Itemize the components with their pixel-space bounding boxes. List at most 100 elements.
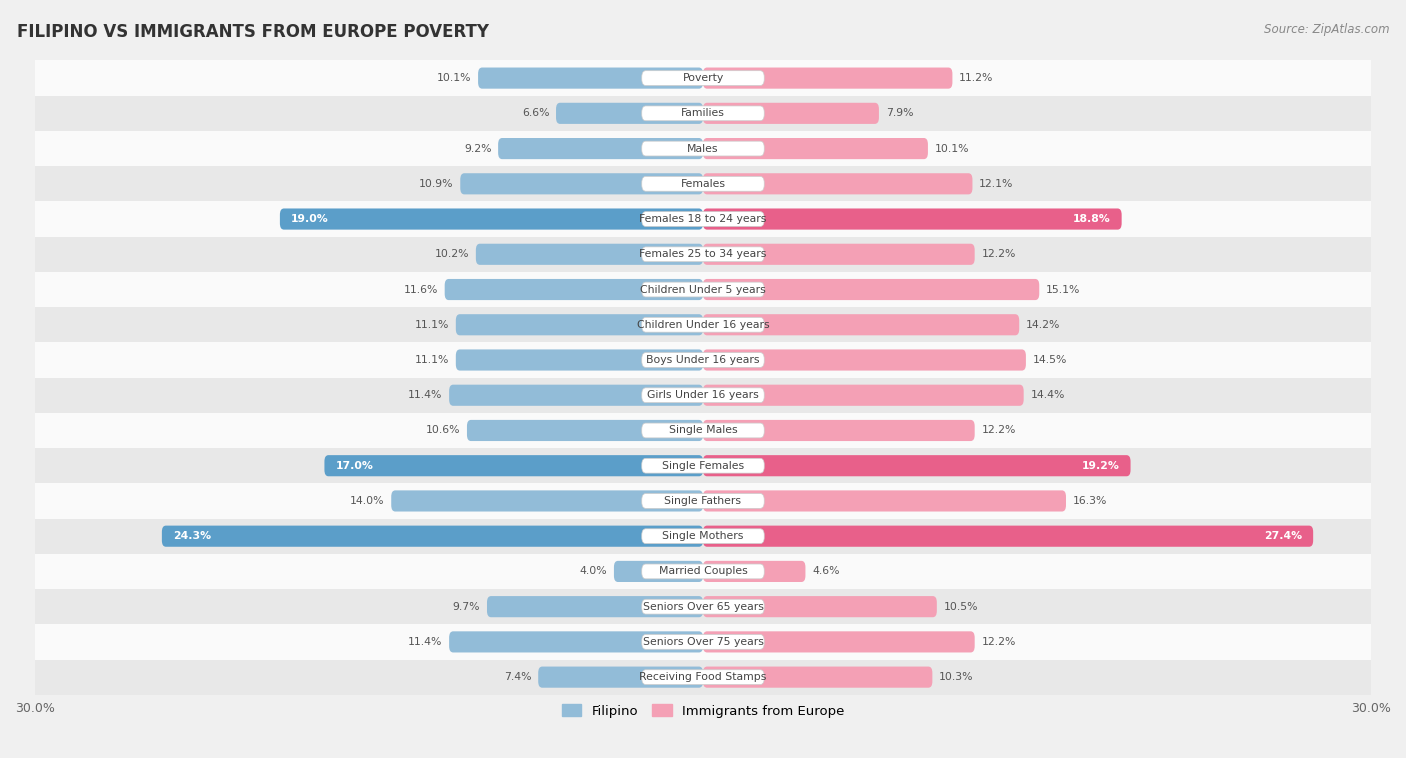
Text: 4.0%: 4.0% <box>579 566 607 576</box>
Text: 7.9%: 7.9% <box>886 108 912 118</box>
Text: 10.6%: 10.6% <box>426 425 460 436</box>
FancyBboxPatch shape <box>486 596 703 617</box>
Text: Children Under 5 years: Children Under 5 years <box>640 284 766 295</box>
FancyBboxPatch shape <box>703 244 974 265</box>
Bar <box>35 96 1371 131</box>
FancyBboxPatch shape <box>449 631 703 653</box>
Text: Children Under 16 years: Children Under 16 years <box>637 320 769 330</box>
Text: 27.4%: 27.4% <box>1264 531 1302 541</box>
FancyBboxPatch shape <box>703 596 936 617</box>
Text: Single Females: Single Females <box>662 461 744 471</box>
FancyBboxPatch shape <box>703 314 1019 335</box>
Text: Source: ZipAtlas.com: Source: ZipAtlas.com <box>1264 23 1389 36</box>
FancyBboxPatch shape <box>641 352 765 368</box>
FancyBboxPatch shape <box>467 420 703 441</box>
FancyBboxPatch shape <box>280 208 703 230</box>
Text: 11.4%: 11.4% <box>408 390 443 400</box>
Text: 10.2%: 10.2% <box>434 249 470 259</box>
FancyBboxPatch shape <box>641 459 765 473</box>
FancyBboxPatch shape <box>641 388 765 402</box>
Bar <box>35 202 1371 236</box>
Text: 12.2%: 12.2% <box>981 637 1015 647</box>
Bar <box>35 343 1371 377</box>
FancyBboxPatch shape <box>641 423 765 438</box>
Text: 11.6%: 11.6% <box>404 284 439 295</box>
FancyBboxPatch shape <box>703 420 974 441</box>
Text: 10.9%: 10.9% <box>419 179 454 189</box>
Text: Poverty: Poverty <box>682 73 724 83</box>
FancyBboxPatch shape <box>703 455 1130 476</box>
Text: 7.4%: 7.4% <box>503 672 531 682</box>
Text: 14.0%: 14.0% <box>350 496 385 506</box>
Text: Married Couples: Married Couples <box>658 566 748 576</box>
FancyBboxPatch shape <box>498 138 703 159</box>
FancyBboxPatch shape <box>444 279 703 300</box>
Text: Single Mothers: Single Mothers <box>662 531 744 541</box>
FancyBboxPatch shape <box>703 631 974 653</box>
Text: Females 18 to 24 years: Females 18 to 24 years <box>640 214 766 224</box>
FancyBboxPatch shape <box>460 174 703 194</box>
FancyBboxPatch shape <box>555 103 703 124</box>
FancyBboxPatch shape <box>703 103 879 124</box>
Bar <box>35 484 1371 518</box>
Bar <box>35 131 1371 166</box>
Text: Females 25 to 34 years: Females 25 to 34 years <box>640 249 766 259</box>
Text: 24.3%: 24.3% <box>173 531 211 541</box>
FancyBboxPatch shape <box>641 106 765 121</box>
Text: 19.2%: 19.2% <box>1081 461 1119 471</box>
Text: 10.5%: 10.5% <box>943 602 979 612</box>
Bar <box>35 307 1371 343</box>
Text: Families: Families <box>681 108 725 118</box>
Bar <box>35 61 1371 96</box>
FancyBboxPatch shape <box>641 211 765 227</box>
FancyBboxPatch shape <box>641 529 765 543</box>
FancyBboxPatch shape <box>538 666 703 688</box>
FancyBboxPatch shape <box>703 279 1039 300</box>
FancyBboxPatch shape <box>641 282 765 297</box>
Text: 12.2%: 12.2% <box>981 249 1015 259</box>
Text: Girls Under 16 years: Girls Under 16 years <box>647 390 759 400</box>
Text: Single Fathers: Single Fathers <box>665 496 741 506</box>
FancyBboxPatch shape <box>641 70 765 86</box>
FancyBboxPatch shape <box>456 314 703 335</box>
FancyBboxPatch shape <box>641 670 765 684</box>
Text: 12.1%: 12.1% <box>979 179 1014 189</box>
FancyBboxPatch shape <box>703 67 952 89</box>
FancyBboxPatch shape <box>641 634 765 650</box>
Text: 9.2%: 9.2% <box>464 143 492 154</box>
Text: 11.2%: 11.2% <box>959 73 994 83</box>
Text: 15.1%: 15.1% <box>1046 284 1080 295</box>
Text: 14.2%: 14.2% <box>1026 320 1060 330</box>
FancyBboxPatch shape <box>475 244 703 265</box>
Bar <box>35 518 1371 554</box>
FancyBboxPatch shape <box>703 666 932 688</box>
Text: Males: Males <box>688 143 718 154</box>
Text: Seniors Over 65 years: Seniors Over 65 years <box>643 602 763 612</box>
Text: 18.8%: 18.8% <box>1073 214 1111 224</box>
Bar <box>35 589 1371 625</box>
Text: 16.3%: 16.3% <box>1073 496 1107 506</box>
FancyBboxPatch shape <box>641 564 765 579</box>
Text: 12.2%: 12.2% <box>981 425 1015 436</box>
Bar <box>35 413 1371 448</box>
FancyBboxPatch shape <box>703 174 973 194</box>
FancyBboxPatch shape <box>478 67 703 89</box>
FancyBboxPatch shape <box>162 525 703 547</box>
Bar <box>35 236 1371 272</box>
Text: Receiving Food Stamps: Receiving Food Stamps <box>640 672 766 682</box>
Legend: Filipino, Immigrants from Europe: Filipino, Immigrants from Europe <box>557 699 849 723</box>
Text: Seniors Over 75 years: Seniors Over 75 years <box>643 637 763 647</box>
Text: 6.6%: 6.6% <box>522 108 550 118</box>
Text: 10.1%: 10.1% <box>437 73 471 83</box>
Text: 14.5%: 14.5% <box>1032 355 1067 365</box>
Text: 9.7%: 9.7% <box>453 602 481 612</box>
Text: 11.4%: 11.4% <box>408 637 443 647</box>
Text: 10.1%: 10.1% <box>935 143 969 154</box>
FancyBboxPatch shape <box>641 318 765 332</box>
Bar <box>35 659 1371 695</box>
Bar <box>35 272 1371 307</box>
Bar <box>35 625 1371 659</box>
FancyBboxPatch shape <box>641 247 765 262</box>
Text: 14.4%: 14.4% <box>1031 390 1064 400</box>
Text: 10.3%: 10.3% <box>939 672 973 682</box>
